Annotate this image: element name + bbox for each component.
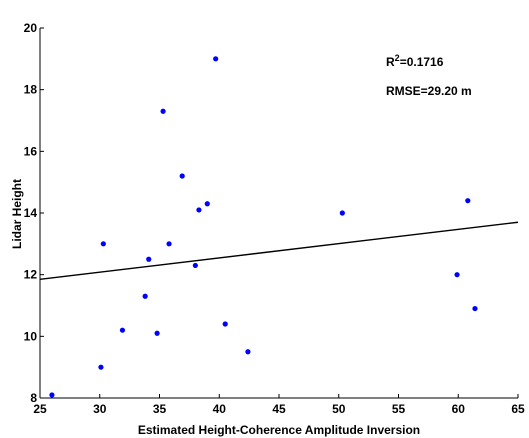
data-point — [154, 330, 160, 336]
data-point — [179, 173, 185, 179]
x-tick-label: 55 — [392, 402, 406, 416]
data-point — [100, 241, 106, 247]
data-point — [213, 56, 219, 62]
data-point — [160, 108, 166, 114]
data-point — [204, 201, 210, 207]
data-point — [465, 198, 471, 204]
y-tick-label: 12 — [24, 268, 38, 282]
x-tick-label: 45 — [272, 402, 286, 416]
data-point — [196, 207, 202, 213]
data-point — [119, 327, 126, 333]
data-point — [49, 392, 55, 398]
x-tick-label: 30 — [93, 402, 107, 416]
x-tick-label: 65 — [511, 402, 525, 416]
data-point — [245, 349, 251, 355]
data-point — [192, 262, 198, 269]
regression-line — [39, 221, 519, 280]
y-tick-label: 18 — [24, 83, 38, 97]
y-tick-label: 20 — [24, 21, 38, 35]
x-tick-label: 35 — [153, 402, 167, 416]
y-tick-label: 16 — [24, 144, 38, 158]
data-point — [166, 241, 172, 247]
r-squared-annotation: R2=0.1716 — [386, 53, 444, 69]
y-tick-label: 10 — [24, 329, 38, 343]
data-point — [146, 256, 152, 262]
data-point — [472, 305, 478, 312]
x-tick-label: 50 — [332, 402, 346, 416]
data-point — [454, 272, 460, 278]
points-layer — [49, 56, 478, 398]
data-point — [339, 210, 345, 216]
r-squared-base: R — [386, 55, 395, 69]
y-tick-label: 8 — [30, 391, 37, 405]
fit-line-layer — [39, 221, 519, 280]
x-tick-label: 25 — [33, 402, 47, 416]
x-axis-title: Estimated Height-Coherence Amplitude Inv… — [138, 423, 420, 437]
x-ticks-layer: 25 30 35 40 45 50 55 60 65 — [33, 394, 525, 416]
y-axis-title: Lidar Height — [10, 179, 24, 249]
y-tick-label: 14 — [24, 206, 38, 220]
data-point — [98, 364, 104, 370]
x-tick-label: 60 — [452, 402, 466, 416]
rmse-annotation: RMSE=29.20 m — [386, 84, 472, 98]
y-ticks-layer: 8 10 12 14 16 18 20 — [24, 21, 44, 405]
data-point — [142, 293, 148, 299]
x-tick-label: 40 — [213, 402, 227, 416]
r-squared-superscript: 2 — [395, 53, 400, 63]
r-squared-value: =0.1716 — [400, 55, 444, 69]
data-point — [222, 321, 228, 327]
